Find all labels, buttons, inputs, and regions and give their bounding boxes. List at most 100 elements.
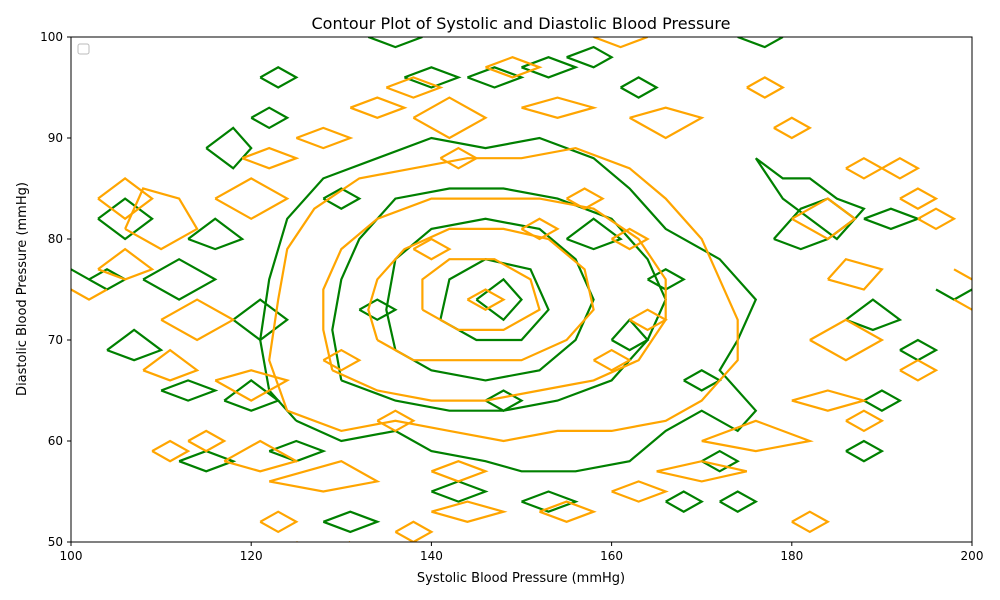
contour-line-0-29 (142, 257, 218, 301)
contour-line-1-4 (187, 429, 227, 453)
contour-line-1-32 (521, 96, 598, 119)
contour-line-0-2 (106, 328, 164, 362)
contour-line-0-32 (178, 449, 237, 473)
contour-line-0-39 (565, 217, 623, 251)
contour-line-0-20 (701, 449, 740, 473)
y-tick-label: 90 (48, 131, 63, 145)
contour-line-1-44 (791, 197, 857, 241)
contour-line-1-55 (629, 308, 668, 332)
contour-line-1-33 (629, 106, 705, 140)
contour-line-1-25 (611, 480, 669, 503)
contour-line-1-30 (349, 96, 408, 119)
contour-line-0-5 (259, 66, 299, 89)
contour-line-1-34 (160, 298, 236, 342)
x-tick-label: 140 (420, 549, 443, 563)
contour-line-1-47 (367, 227, 595, 362)
contour-line-1-13 (845, 156, 885, 180)
contour-line-0-3 (160, 379, 219, 402)
x-tick-label: 180 (780, 549, 803, 563)
contour-line-0-11 (521, 56, 579, 79)
contour-line-0-17 (521, 490, 579, 513)
contour-line-1-27 (214, 177, 290, 221)
contour-line-1-46 (322, 197, 667, 402)
contour-line-0-25 (863, 207, 922, 231)
contour-line-1-41 (791, 389, 868, 412)
contour-line-1-0 (71, 288, 108, 301)
contour-line-1-11 (746, 76, 786, 99)
contour-line-0-9 (404, 66, 462, 89)
contour-line-1-19 (899, 358, 939, 382)
contour-line-1-26 (124, 187, 199, 251)
contour-line-0-28 (754, 157, 866, 241)
contour-line-0-26 (845, 298, 903, 332)
contour-line-1-16 (917, 207, 957, 231)
contour-line-1-23 (431, 460, 489, 483)
contour-line-0-6 (250, 106, 290, 130)
x-tick-label: 100 (60, 549, 83, 563)
contour-line-1-31 (412, 96, 488, 140)
contour-line-0-12 (566, 45, 614, 69)
x-axis-ticks: 100 120 140 160 180 200 (60, 542, 983, 563)
contour-line-0-44 (647, 268, 686, 291)
contour-line-0-16 (431, 480, 489, 503)
contour-line-0-15 (322, 510, 381, 534)
contour-line-0-13 (620, 76, 659, 99)
contour-lines (71, 37, 972, 542)
contour-line-1-45 (268, 146, 739, 443)
contour-line-0-33 (268, 439, 327, 463)
contour-line-0-24 (935, 288, 972, 301)
y-tick-label: 80 (48, 232, 63, 246)
contour-line-1-37 (268, 460, 381, 493)
contour-line-1-8 (385, 76, 444, 99)
plot-area (70, 36, 973, 543)
contour-line-1-5 (142, 348, 200, 382)
contour-line-0-8 (367, 37, 423, 49)
contour-line-1-43 (826, 257, 884, 291)
y-tick-label: 50 (48, 535, 63, 549)
contour-line-0-19 (719, 490, 759, 513)
contour-line-0-30 (187, 217, 245, 251)
contour-line-1-3 (151, 439, 191, 463)
x-tick-label: 120 (240, 549, 263, 563)
contour-line-1-24 (539, 500, 597, 523)
legend-box (77, 43, 90, 55)
contour-line-0-10 (467, 66, 525, 89)
contour-line-1-28 (241, 146, 300, 170)
contour-line-0-0 (71, 268, 128, 291)
contour-line-1-21 (791, 510, 831, 534)
contour-line-1-49 (466, 288, 506, 311)
contour-line-1-6 (259, 510, 299, 534)
contour-line-1-48 (421, 258, 541, 331)
contour-line-0-41 (610, 318, 650, 352)
chart-title: Contour Plot of Systolic and Diastolic B… (311, 14, 730, 33)
contour-line-0-4 (205, 126, 253, 170)
contour-line-0-21 (845, 439, 885, 463)
contour-line-1-35 (214, 369, 291, 402)
contour-line-0-34 (259, 136, 758, 473)
x-axis-label: Systolic Blood Pressure (mmHg) (417, 571, 625, 586)
contour-line-1-52 (412, 237, 452, 261)
contour-line-1-54 (611, 227, 650, 251)
x-tick-label: 160 (600, 549, 623, 563)
contour-line-0-42 (484, 389, 524, 412)
contour-line-0-40 (358, 298, 398, 322)
contour-line-1-18 (953, 298, 972, 311)
contour-line-0-22 (863, 389, 903, 412)
y-tick-label: 70 (48, 333, 63, 347)
contour-line-1-1 (97, 247, 155, 281)
y-tick-label: 60 (48, 434, 63, 448)
contour-line-1-42 (809, 318, 885, 362)
contour-line-0-14 (737, 37, 784, 49)
contour-line-1-22 (394, 520, 434, 542)
contour-line-1-56 (376, 409, 416, 433)
contour-line-0-37 (439, 258, 550, 342)
contour-line-1-53 (439, 146, 479, 170)
contour-line-0-1 (97, 197, 154, 241)
contour-line-1-20 (845, 409, 885, 433)
contour-line-1-58 (322, 348, 362, 372)
plot-frame (70, 36, 973, 543)
contour-line-1-36 (223, 439, 300, 473)
contour-line-1-51 (520, 217, 560, 241)
contour-line-1-12 (773, 116, 813, 140)
